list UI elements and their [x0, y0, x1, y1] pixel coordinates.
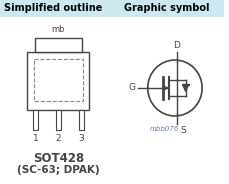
Text: mb: mb — [51, 25, 65, 34]
Bar — [56, 110, 60, 130]
Text: D: D — [173, 41, 180, 50]
Text: 3: 3 — [78, 134, 84, 143]
Text: Simplified outline: Simplified outline — [4, 3, 102, 13]
Text: mbb076: mbb076 — [149, 126, 178, 132]
Text: G: G — [128, 84, 134, 93]
Text: SOT428: SOT428 — [33, 151, 84, 164]
Text: (SC-63; DPAK): (SC-63; DPAK) — [17, 165, 99, 175]
Text: 2: 2 — [55, 134, 61, 143]
Bar — [27, 52, 89, 110]
Bar — [35, 38, 81, 52]
Bar — [34, 59, 82, 101]
Text: 1: 1 — [33, 134, 38, 143]
Bar — [0, 0, 223, 16]
Bar — [78, 110, 83, 130]
Polygon shape — [182, 84, 188, 91]
Circle shape — [147, 60, 201, 116]
Bar — [33, 110, 38, 130]
Text: S: S — [180, 126, 186, 135]
Text: Graphic symbol: Graphic symbol — [124, 3, 209, 13]
